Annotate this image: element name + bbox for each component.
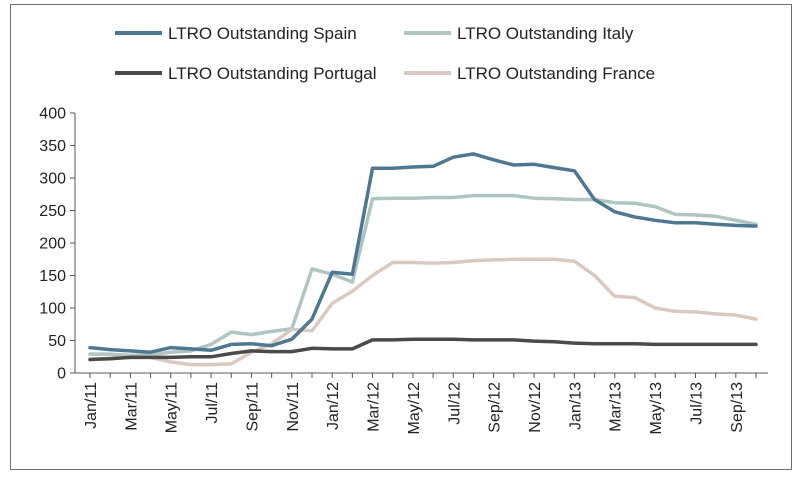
x-tick-label: May/12 — [406, 382, 423, 435]
y-tick-label: 50 — [48, 333, 66, 350]
x-tick-label: Jul/11 — [204, 382, 221, 424]
x-tick-label: Nov/11 — [285, 382, 302, 432]
axes: 0 50 100 150 200 250 300 350 400 Jan/11 Mar/11 May/… — [39, 106, 768, 435]
x-tick-label: Nov/12 — [527, 382, 544, 433]
x-tick-label: Sep/13 — [729, 382, 746, 433]
y-tick-label: 400 — [39, 106, 66, 123]
legend-label: LTRO Outstanding Portugal — [168, 64, 377, 83]
x-tick-label: Jan/12 — [325, 382, 342, 430]
x-tick-label: May/11 — [164, 382, 181, 433]
x-tick-label: Sep/12 — [487, 382, 504, 433]
x-tick-label: Jul/12 — [446, 382, 463, 425]
x-tick-label: May/13 — [648, 382, 665, 435]
series-lines — [88, 152, 758, 367]
y-tick-label: 150 — [39, 268, 66, 285]
x-tick-label: Sep/11 — [244, 382, 261, 432]
x-tick-label: Mar/12 — [366, 382, 383, 432]
series-line-3 — [88, 337, 758, 362]
y-tick-label: 300 — [39, 171, 66, 188]
y-tick-label: 100 — [39, 301, 66, 318]
series-line-4 — [88, 257, 758, 367]
legend-label: LTRO Outstanding France — [457, 64, 655, 83]
y-tick-label: 350 — [39, 138, 66, 155]
series-line-2 — [88, 193, 758, 358]
legend: LTRO Outstanding Spain LTRO Outstanding I… — [115, 24, 655, 83]
x-tick-label: Jan/13 — [567, 382, 584, 430]
legend-label: LTRO Outstanding Italy — [457, 24, 634, 43]
x-tick-label: Jan/11 — [83, 382, 100, 429]
y-tick-label: 200 — [39, 236, 66, 253]
x-tick-label: Mar/11 — [123, 382, 140, 431]
series-line-1 — [88, 152, 758, 354]
x-tick-label: Mar/13 — [608, 382, 625, 432]
legend-label: LTRO Outstanding Spain — [168, 24, 357, 43]
x-tick-label: Jul/13 — [688, 382, 705, 425]
chart-frame — [10, 4, 792, 470]
y-tick-label: 0 — [57, 366, 66, 383]
y-tick-label: 250 — [39, 203, 66, 220]
